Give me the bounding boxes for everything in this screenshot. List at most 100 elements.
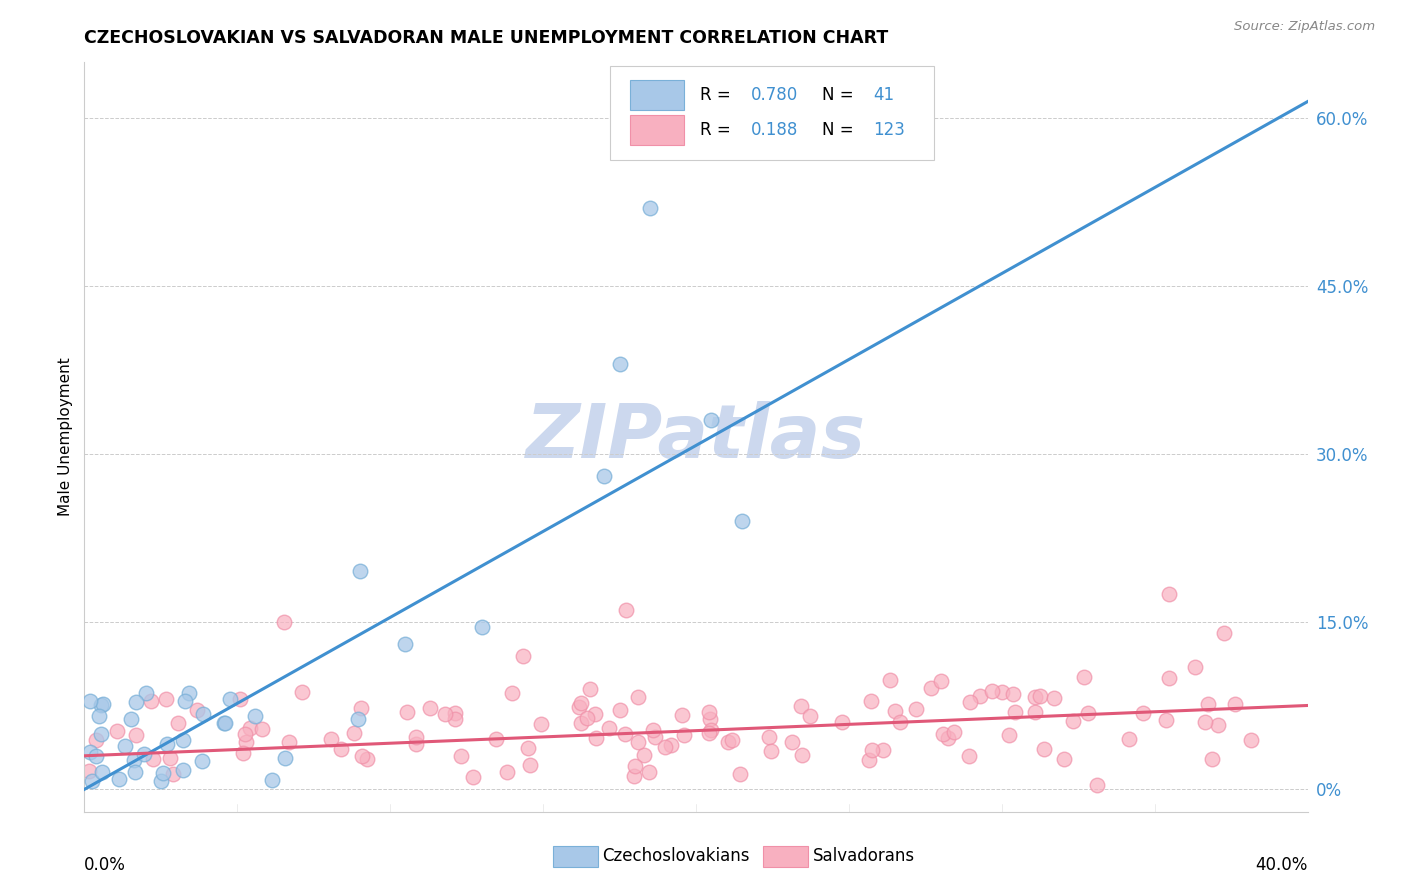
Point [936, 731, 959, 745]
Point [569, 716, 592, 731]
Point [124, 695, 146, 709]
Point [969, 689, 991, 703]
Point [991, 684, 1014, 698]
Point [728, 767, 751, 781]
Point [167, 716, 190, 731]
Text: 123: 123 [873, 121, 905, 139]
Point [1024, 690, 1046, 704]
Point [761, 744, 783, 758]
Point [519, 757, 541, 772]
Point [1118, 731, 1140, 746]
Point [593, 469, 616, 483]
Point [1201, 752, 1223, 766]
Point [496, 765, 519, 780]
Point [79, 745, 101, 759]
Point [1002, 687, 1025, 701]
Point [671, 707, 693, 722]
Point [405, 737, 427, 751]
Point [155, 692, 177, 706]
Point [884, 704, 907, 718]
Point [229, 691, 252, 706]
Point [77, 764, 100, 778]
Point [274, 751, 297, 765]
Point [1004, 705, 1026, 719]
Text: R =: R = [700, 86, 735, 103]
Point [139, 694, 162, 708]
Point [186, 703, 208, 717]
Point [84, 732, 107, 747]
Point [576, 711, 599, 725]
Point [273, 615, 295, 629]
Point [91, 698, 114, 712]
Point [433, 707, 456, 722]
Point [858, 754, 880, 768]
Point [579, 682, 602, 697]
Text: 0.0%: 0.0% [84, 856, 127, 874]
Point [1032, 742, 1054, 756]
Point [1073, 670, 1095, 684]
Point [624, 759, 647, 773]
Point [568, 700, 591, 714]
Text: 40.0%: 40.0% [1256, 856, 1308, 874]
Point [872, 743, 894, 757]
Point [485, 731, 508, 746]
Point [330, 742, 353, 756]
Point [450, 748, 472, 763]
Point [1154, 713, 1177, 727]
Point [191, 755, 214, 769]
Point [697, 725, 720, 739]
Point [319, 732, 342, 747]
Point [699, 705, 721, 719]
Point [135, 686, 157, 700]
Point [700, 413, 723, 427]
Point [356, 752, 378, 766]
Point [627, 690, 650, 705]
Point [672, 728, 695, 742]
Point [1157, 671, 1180, 685]
Point [443, 706, 465, 721]
Point [638, 201, 661, 215]
Point [108, 772, 131, 786]
Point [90, 698, 112, 712]
Point [120, 712, 142, 726]
Point [278, 734, 301, 748]
Text: Czechoslovakians: Czechoslovakians [602, 847, 749, 865]
Text: N =: N = [823, 121, 859, 139]
Point [142, 752, 165, 766]
Point [831, 714, 853, 729]
Point [91, 764, 114, 779]
Point [860, 742, 883, 756]
Point [501, 685, 523, 699]
Point [889, 714, 911, 729]
Point [699, 712, 721, 726]
Text: 41: 41 [873, 86, 894, 103]
Point [614, 603, 637, 617]
Point [105, 723, 128, 738]
Point [419, 701, 441, 715]
Point [614, 727, 637, 741]
Point [932, 727, 955, 741]
Point [529, 717, 551, 731]
Point [347, 712, 370, 726]
Text: Source: ZipAtlas.com: Source: ZipAtlas.com [1234, 20, 1375, 33]
Point [758, 731, 780, 745]
Point [998, 728, 1021, 742]
Point [879, 673, 901, 688]
Point [644, 730, 666, 744]
Point [233, 727, 256, 741]
Point [463, 770, 485, 784]
Point [214, 715, 236, 730]
Point [790, 698, 813, 713]
Point [291, 684, 314, 698]
Y-axis label: Male Unemployment: Male Unemployment [58, 358, 73, 516]
Point [981, 684, 1004, 698]
Point [219, 692, 242, 706]
Point [243, 708, 266, 723]
Point [799, 709, 821, 723]
Point [1240, 733, 1263, 747]
Point [252, 722, 274, 736]
Point [150, 774, 173, 789]
Point [720, 733, 742, 747]
Point [89, 708, 111, 723]
Point [1225, 697, 1247, 711]
